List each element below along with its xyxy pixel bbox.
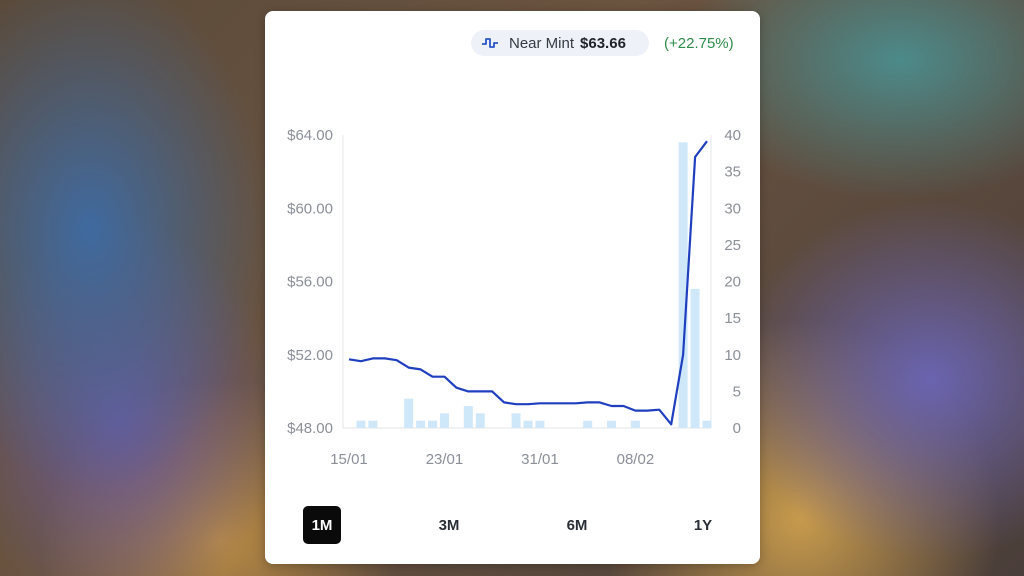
y-left-tick-label: $52.00 <box>287 347 333 364</box>
y-left-tick-label: $64.00 <box>287 127 333 144</box>
volume-bar <box>416 420 426 428</box>
price-chart: $48.00 $52.00 $56.00 $60.00 $64.00 0 5 10 15 20 25… <box>287 127 741 468</box>
y-right-tick-label: 0 <box>733 420 741 437</box>
volume-bar <box>428 420 438 428</box>
y-right-tick-label: 15 <box>724 310 741 327</box>
y-right-tick-label: 20 <box>724 274 741 291</box>
x-tick-label: 23/01 <box>426 451 464 468</box>
y-right-tick-label: 40 <box>724 127 741 144</box>
volume-bar <box>630 420 640 428</box>
volume-bar <box>511 413 521 428</box>
y-right-tick-label: 5 <box>733 383 741 400</box>
range-button-3m[interactable]: 3M <box>429 506 469 544</box>
range-button-1m[interactable]: 1M <box>303 506 341 544</box>
y-left-tick-label: $60.00 <box>287 200 333 217</box>
y-left-tick-label: $48.00 <box>287 420 333 437</box>
volume-bar <box>368 420 378 428</box>
condition-label: Near Mint <box>509 34 575 52</box>
condition-price-pill[interactable]: Near Mint $63.66 <box>471 30 649 56</box>
volume-bar <box>702 420 712 428</box>
x-tick-label: 08/02 <box>617 451 655 468</box>
y-right-tick-label: 25 <box>724 237 741 254</box>
y-left-tick-label: $56.00 <box>287 274 333 291</box>
current-price: $63.66 <box>580 34 626 52</box>
price-change-percent: (+22.75%) <box>664 35 734 52</box>
chart-line-icon <box>482 38 498 48</box>
volume-bar <box>583 420 593 428</box>
price-line <box>348 140 708 426</box>
volume-bar <box>475 413 485 428</box>
y-right-tick-label: 35 <box>724 164 741 181</box>
volume-bar <box>535 420 545 428</box>
range-button-1y[interactable]: 1Y <box>685 506 721 544</box>
time-range-selector: 1M 3M 6M 1Y <box>265 506 760 544</box>
volume-bar <box>607 420 617 428</box>
volume-bar <box>678 142 688 428</box>
volume-bar <box>690 288 700 428</box>
volume-bar <box>439 413 449 428</box>
x-tick-label: 31/01 <box>521 451 559 468</box>
volume-bar <box>356 420 366 428</box>
y-right-tick-label: 10 <box>724 347 741 364</box>
y-right-tick-label: 30 <box>724 200 741 217</box>
price-history-card: Near Mint $63.66 (+22.75%) $48.00 $52.00 $… <box>265 11 760 564</box>
volume-bar <box>404 398 414 428</box>
x-tick-label: 15/01 <box>330 451 368 468</box>
range-button-6m[interactable]: 6M <box>557 506 597 544</box>
volume-bar <box>523 420 533 428</box>
volume-bar <box>463 406 473 428</box>
